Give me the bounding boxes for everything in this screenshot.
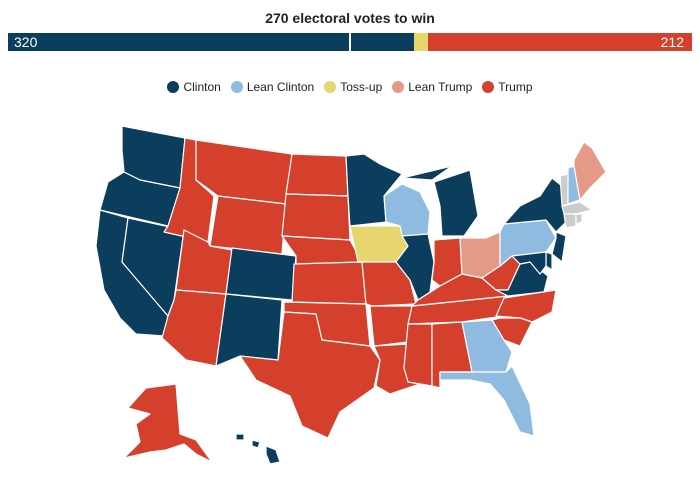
state-maine[interactable]: [573, 141, 607, 201]
state-iowa[interactable]: [349, 225, 409, 263]
trump-total: 212: [660, 34, 684, 50]
state-wyoming[interactable]: [209, 195, 287, 255]
state-new-mexico[interactable]: [215, 293, 283, 367]
bar-segment-trump: [427, 33, 692, 51]
legend-item-tossup: Toss-up: [324, 80, 382, 94]
state-connecticut[interactable]: [563, 213, 577, 229]
state-vermont[interactable]: [559, 173, 569, 207]
clinton-total: 320: [14, 34, 38, 50]
bar-segment-clinton: [8, 33, 415, 51]
legend-label-lean-clinton: Lean Clinton: [246, 80, 315, 94]
state-south-dakota[interactable]: [281, 193, 351, 241]
state-massachusetts[interactable]: [561, 201, 593, 215]
legend: Clinton Lean Clinton Toss-up Lean Trump …: [0, 80, 700, 94]
legend-item-lean-trump: Lean Trump: [392, 80, 472, 94]
page-title: 270 electoral votes to win: [265, 10, 435, 26]
state-kansas[interactable]: [291, 261, 367, 305]
legend-label-trump: Trump: [498, 80, 533, 94]
legend-swatch-tossup: [324, 81, 337, 93]
legend-item-lean-clinton: Lean Clinton: [230, 80, 315, 94]
state-delaware[interactable]: [545, 251, 553, 271]
legend-item-clinton: Clinton: [167, 80, 221, 94]
legend-swatch-lean-clinton: [230, 81, 243, 93]
legend-label-tossup: Toss-up: [340, 80, 383, 94]
state-arkansas[interactable]: [369, 305, 413, 347]
state-colorado[interactable]: [225, 247, 297, 301]
state-texas[interactable]: [239, 311, 381, 439]
state-michigan[interactable]: [401, 165, 479, 237]
state-hawaii[interactable]: [235, 433, 281, 465]
state-mississippi[interactable]: [403, 323, 433, 387]
state-florida[interactable]: [439, 365, 535, 437]
state-rhode-island[interactable]: [575, 213, 583, 225]
state-alaska[interactable]: [123, 383, 213, 463]
state-north-dakota[interactable]: [285, 153, 349, 197]
legend-swatch-clinton: [167, 81, 180, 93]
state-maryland[interactable]: [511, 251, 547, 275]
state-new-jersey[interactable]: [551, 231, 567, 263]
legend-label-clinton: Clinton: [183, 80, 221, 94]
bar-segment-tossup: [414, 33, 428, 51]
legend-item-trump: Trump: [482, 80, 533, 94]
legend-swatch-trump: [482, 81, 495, 93]
legend-label-lean-trump: Lean Trump: [408, 80, 473, 94]
majority-marker: [349, 33, 351, 51]
legend-swatch-lean-trump: [392, 81, 405, 93]
electoral-vote-bar: [8, 33, 692, 51]
